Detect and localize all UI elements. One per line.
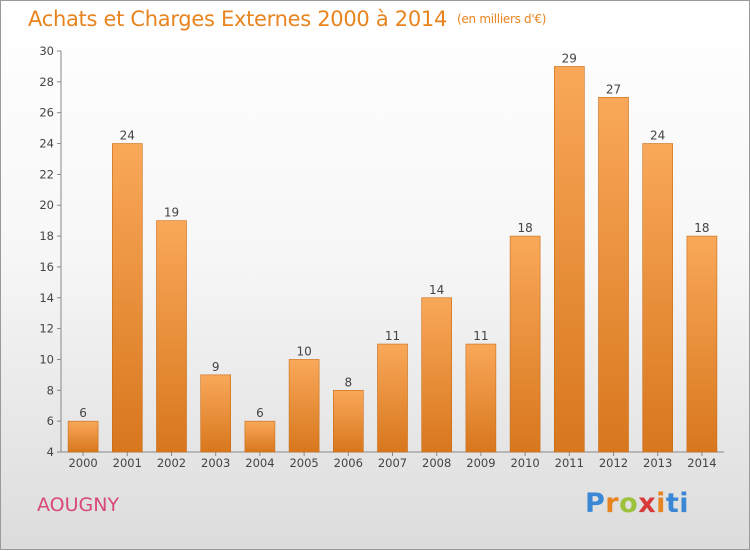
data-label: 14 xyxy=(429,283,444,297)
x-tick-label: 2011 xyxy=(555,456,584,470)
y-tick-label: 30 xyxy=(39,44,54,58)
data-label: 11 xyxy=(473,329,488,343)
bar xyxy=(332,390,364,453)
bar xyxy=(465,343,497,453)
data-label: 6 xyxy=(79,406,87,420)
logo-letter: ti xyxy=(665,488,690,519)
y-tick-label: 16 xyxy=(39,260,54,274)
data-label: 19 xyxy=(164,206,179,220)
data-label: 18 xyxy=(517,221,532,235)
x-tick-label: 2002 xyxy=(157,456,186,470)
x-tick-label: 2005 xyxy=(289,456,318,470)
bar xyxy=(288,359,320,453)
logo-letter: o xyxy=(619,488,639,519)
logo-letter: x xyxy=(638,488,657,519)
y-tick-label: 26 xyxy=(39,106,54,120)
bar xyxy=(156,220,187,453)
data-label: 27 xyxy=(606,82,621,96)
x-tick-label: 2014 xyxy=(687,456,716,470)
x-tick-label: 2010 xyxy=(510,456,539,470)
bar xyxy=(598,96,629,453)
bar xyxy=(509,235,541,453)
data-label: 24 xyxy=(650,129,665,143)
x-tick-label: 2004 xyxy=(245,456,274,470)
x-tick-label: 2009 xyxy=(466,456,495,470)
data-label: 29 xyxy=(562,51,577,65)
bar xyxy=(244,420,276,453)
bar xyxy=(377,343,408,453)
x-tick-label: 2003 xyxy=(201,456,230,470)
axes: 4 6 8 10 12 14 16 18 20 22 24 26 28 30 2000 2001 2002 200… xyxy=(39,44,724,470)
x-tick-label: 2001 xyxy=(113,456,142,470)
data-label: 18 xyxy=(694,221,709,235)
x-tick-label: 2013 xyxy=(643,456,672,470)
bar xyxy=(67,420,99,453)
y-tick-label: 6 xyxy=(47,414,54,428)
bar xyxy=(112,143,143,453)
logo-letter: r xyxy=(605,488,620,519)
chart-unit: (en milliers d'€) xyxy=(457,12,547,26)
x-tick-label: 2007 xyxy=(378,456,407,470)
data-label: 11 xyxy=(385,329,400,343)
data-label: 10 xyxy=(296,344,311,358)
y-tick-label: 14 xyxy=(39,291,54,305)
chart-title: Achats et Charges Externes 2000 à 2014 (e… xyxy=(28,7,546,31)
logo-letter: P xyxy=(585,488,606,519)
bar xyxy=(642,143,674,453)
proxiti-logo: Proxiti xyxy=(585,488,689,519)
commune-name: AOUGNY xyxy=(37,494,120,516)
chart-title-text: Achats et Charges Externes 2000 à 2014 xyxy=(28,7,448,31)
bar xyxy=(553,66,585,453)
y-tick-label: 28 xyxy=(39,75,54,89)
y-tick-label: 10 xyxy=(39,352,54,366)
y-tick-label: 4 xyxy=(47,445,54,459)
y-tick-label: 12 xyxy=(39,322,54,336)
bar xyxy=(421,297,453,453)
y-tick-label: 24 xyxy=(39,137,54,151)
data-label: 8 xyxy=(344,375,352,389)
x-tick-label: 2006 xyxy=(334,456,363,470)
x-tick-label: 2008 xyxy=(422,456,451,470)
y-tick-label: 18 xyxy=(39,229,54,243)
bars: 6 24 19 9 6 10 8 11 14 11 18 29 27 24 18 xyxy=(67,51,718,453)
data-label: 24 xyxy=(120,129,135,143)
bar xyxy=(200,374,231,453)
x-tick-label: 2000 xyxy=(68,456,97,470)
x-tick-label: 2012 xyxy=(599,456,628,470)
y-tick-label: 20 xyxy=(39,198,54,212)
logo-letter: i xyxy=(656,488,666,519)
y-tick-label: 8 xyxy=(47,383,54,397)
y-tick-label: 22 xyxy=(39,167,54,181)
data-label: 6 xyxy=(256,406,264,420)
bar xyxy=(686,235,718,453)
data-label: 9 xyxy=(212,360,220,374)
